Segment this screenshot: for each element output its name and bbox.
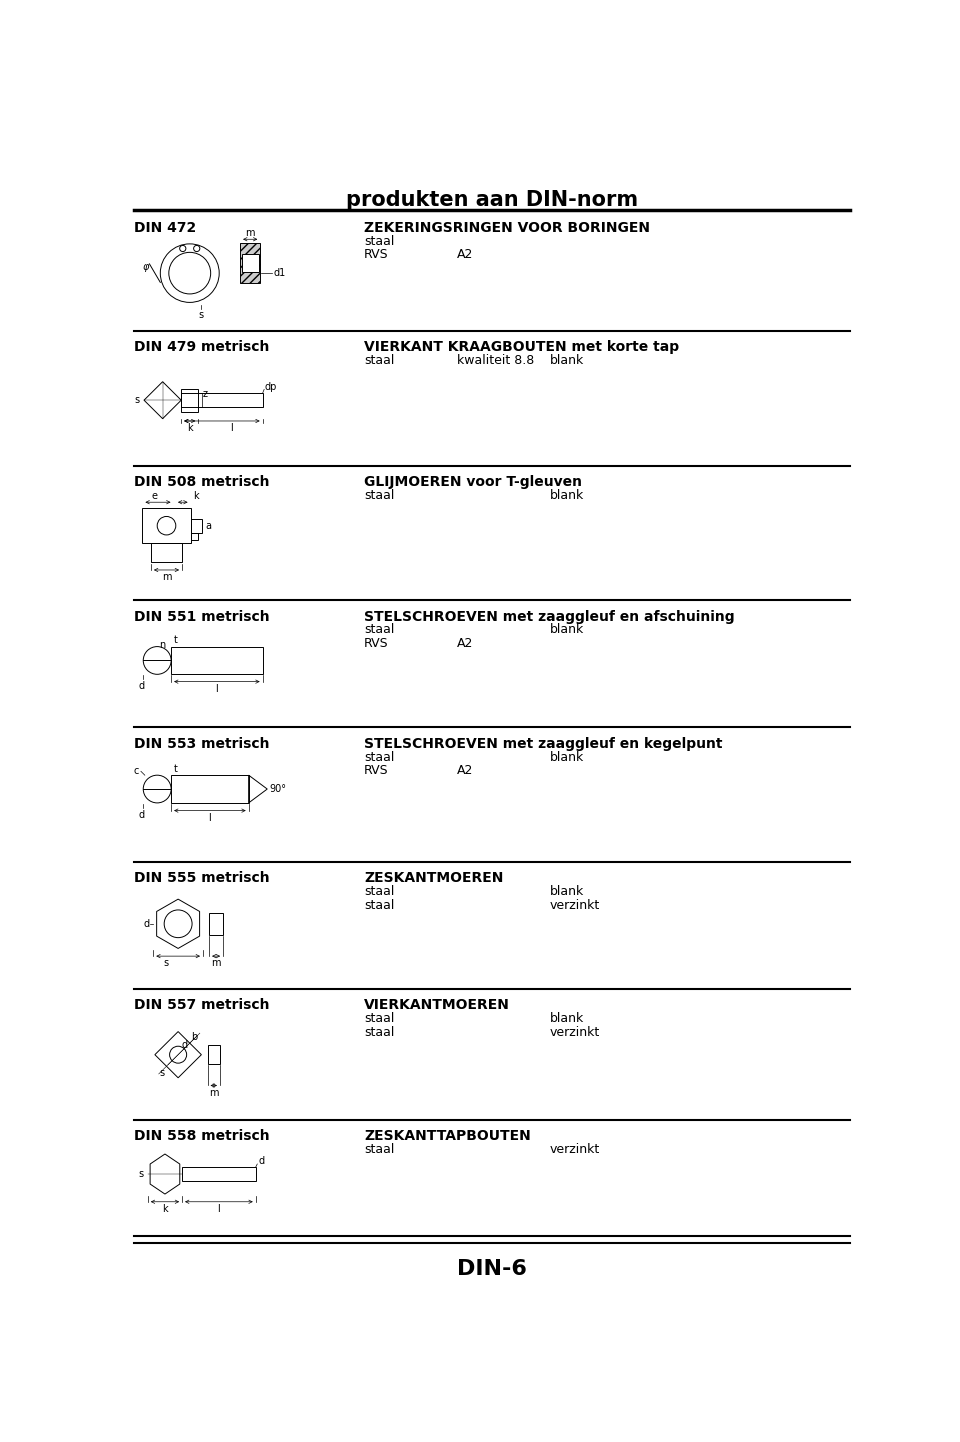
- Text: verzinkt: verzinkt: [550, 900, 600, 913]
- Text: blank: blank: [550, 885, 585, 898]
- Text: dp: dp: [265, 382, 277, 392]
- Text: d: d: [138, 681, 145, 691]
- Bar: [207, 1045, 220, 1064]
- Text: k: k: [194, 490, 200, 500]
- Text: c: c: [134, 766, 139, 776]
- Text: DIN 551 metrisch: DIN 551 metrisch: [134, 610, 270, 623]
- Text: s: s: [159, 1067, 165, 1077]
- Text: m: m: [246, 228, 255, 238]
- Bar: [240, 244, 260, 283]
- Text: A2: A2: [457, 637, 473, 650]
- Text: d: d: [258, 1155, 264, 1165]
- Text: s: s: [199, 310, 204, 320]
- Text: verzinkt: verzinkt: [550, 1027, 600, 1040]
- Text: staal: staal: [364, 1012, 395, 1025]
- Text: STELSCHROEVEN met zaaggleuf en kegelpunt: STELSCHROEVEN met zaaggleuf en kegelpunt: [364, 737, 723, 751]
- Bar: [190, 519, 203, 532]
- Text: DIN 479 metrisch: DIN 479 metrisch: [134, 340, 270, 355]
- Text: DIN-6: DIN-6: [457, 1259, 527, 1279]
- Text: VIERKANTMOEREN: VIERKANTMOEREN: [364, 998, 510, 1012]
- Bar: [171, 647, 263, 673]
- Text: d: d: [181, 1040, 187, 1050]
- Text: blank: blank: [550, 623, 585, 636]
- Bar: [242, 254, 259, 273]
- Text: ZESKANTMOEREN: ZESKANTMOEREN: [364, 871, 503, 885]
- Text: kwaliteit 8.8: kwaliteit 8.8: [457, 353, 535, 368]
- Text: DIN 558 metrisch: DIN 558 metrisch: [134, 1129, 270, 1144]
- Text: k: k: [162, 1204, 168, 1214]
- Bar: [171, 776, 249, 803]
- Text: staal: staal: [364, 1144, 395, 1156]
- Bar: [181, 389, 199, 412]
- Text: l: l: [229, 424, 232, 433]
- Text: A2: A2: [457, 764, 473, 777]
- Text: d: d: [138, 810, 145, 820]
- Text: RVS: RVS: [364, 764, 389, 777]
- Text: t: t: [175, 764, 179, 774]
- Bar: [142, 509, 190, 544]
- Text: l: l: [218, 1204, 220, 1214]
- Text: b: b: [191, 1031, 198, 1041]
- Text: staal: staal: [364, 235, 395, 248]
- Text: blank: blank: [550, 353, 585, 368]
- Text: DIN 472: DIN 472: [134, 221, 196, 235]
- Bar: [151, 544, 182, 562]
- Text: t: t: [175, 636, 179, 646]
- Text: φ: φ: [142, 262, 149, 273]
- Text: staal: staal: [364, 885, 395, 898]
- Bar: [181, 394, 263, 407]
- Bar: [190, 532, 199, 541]
- Text: m: m: [209, 1087, 219, 1097]
- Text: m: m: [161, 572, 171, 583]
- Text: ZEKERINGSRINGEN VOOR BORINGEN: ZEKERINGSRINGEN VOOR BORINGEN: [364, 221, 650, 235]
- Text: staal: staal: [364, 623, 395, 636]
- Text: e: e: [152, 490, 157, 500]
- Text: blank: blank: [550, 1012, 585, 1025]
- Text: DIN 553 metrisch: DIN 553 metrisch: [134, 737, 270, 751]
- Text: STELSCHROEVEN met zaaggleuf en afschuining: STELSCHROEVEN met zaaggleuf en afschuini…: [364, 610, 734, 623]
- Text: z: z: [203, 389, 208, 399]
- Text: ZESKANTTAPBOUTEN: ZESKANTTAPBOUTEN: [364, 1129, 531, 1144]
- Text: A2: A2: [457, 248, 473, 261]
- Text: staal: staal: [364, 750, 395, 764]
- Text: staal: staal: [364, 1027, 395, 1040]
- Text: produkten aan DIN-norm: produkten aan DIN-norm: [346, 190, 638, 211]
- Text: blank: blank: [550, 489, 585, 502]
- Text: l: l: [208, 813, 211, 823]
- Text: staal: staal: [364, 353, 395, 368]
- Text: staal: staal: [364, 900, 395, 913]
- Text: s: s: [134, 395, 139, 405]
- Text: GLIJMOEREN voor T-gleuven: GLIJMOEREN voor T-gleuven: [364, 474, 582, 489]
- Text: DIN 508 metrisch: DIN 508 metrisch: [134, 474, 270, 489]
- Text: l: l: [215, 684, 218, 694]
- Text: VIERKANT KRAAGBOUTEN met korte tap: VIERKANT KRAAGBOUTEN met korte tap: [364, 340, 680, 355]
- Text: s: s: [139, 1169, 144, 1180]
- Bar: [182, 1167, 255, 1181]
- Text: 90°: 90°: [270, 784, 287, 795]
- Text: RVS: RVS: [364, 248, 389, 261]
- Text: DIN 557 metrisch: DIN 557 metrisch: [134, 998, 270, 1012]
- Text: k: k: [187, 424, 193, 433]
- Text: RVS: RVS: [364, 637, 389, 650]
- Text: staal: staal: [364, 489, 395, 502]
- Text: m: m: [211, 959, 221, 969]
- Text: n: n: [158, 640, 165, 650]
- Text: DIN 555 metrisch: DIN 555 metrisch: [134, 871, 270, 885]
- Text: a: a: [205, 521, 211, 531]
- Bar: [209, 913, 223, 934]
- Text: s: s: [163, 959, 168, 969]
- Text: verzinkt: verzinkt: [550, 1144, 600, 1156]
- Text: d: d: [143, 919, 150, 929]
- Text: d1: d1: [274, 268, 286, 278]
- Text: blank: blank: [550, 750, 585, 764]
